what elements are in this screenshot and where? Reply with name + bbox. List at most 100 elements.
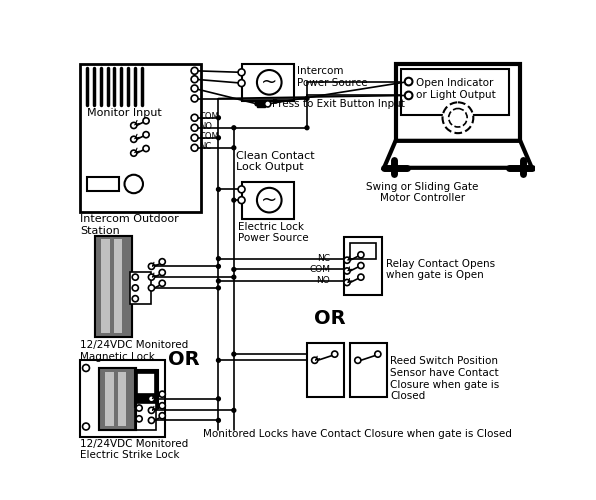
Circle shape: [148, 285, 154, 291]
Bar: [257, 102, 265, 107]
Circle shape: [191, 95, 198, 102]
Circle shape: [358, 252, 364, 258]
Circle shape: [191, 85, 198, 92]
Circle shape: [159, 412, 165, 419]
Circle shape: [125, 174, 143, 193]
Circle shape: [132, 274, 138, 280]
Circle shape: [216, 418, 221, 422]
Circle shape: [136, 416, 142, 422]
Circle shape: [191, 124, 198, 131]
Circle shape: [159, 402, 165, 409]
Bar: [99, 368, 136, 430]
Circle shape: [344, 268, 350, 274]
Text: NO: NO: [316, 276, 330, 285]
Circle shape: [216, 264, 221, 268]
Circle shape: [232, 126, 236, 130]
Circle shape: [232, 408, 236, 412]
Bar: [241, 64, 294, 101]
Circle shape: [148, 396, 154, 402]
Bar: [101, 240, 110, 334]
Circle shape: [148, 274, 154, 280]
Circle shape: [331, 351, 338, 357]
Bar: [99, 368, 136, 430]
Circle shape: [191, 114, 198, 121]
Circle shape: [143, 146, 149, 152]
Bar: [105, 372, 114, 426]
Circle shape: [143, 118, 149, 124]
Circle shape: [131, 136, 137, 142]
Text: COM: COM: [309, 265, 330, 274]
Circle shape: [232, 268, 236, 272]
Circle shape: [191, 76, 198, 82]
Text: Press to Exit Button Input: Press to Exit Button Input: [272, 99, 405, 109]
Bar: [87, 177, 119, 191]
Circle shape: [216, 358, 221, 362]
Text: Clean Contact
Lock Output: Clean Contact Lock Output: [236, 151, 315, 172]
Polygon shape: [384, 141, 532, 168]
Text: OR: OR: [168, 350, 200, 368]
Circle shape: [405, 92, 412, 100]
Circle shape: [358, 262, 364, 268]
Circle shape: [131, 150, 137, 156]
Circle shape: [132, 285, 138, 291]
Circle shape: [216, 279, 221, 283]
Circle shape: [216, 397, 221, 400]
Circle shape: [136, 405, 142, 411]
Circle shape: [216, 136, 221, 140]
Bar: [350, 244, 376, 258]
Bar: [135, 370, 157, 408]
Circle shape: [232, 352, 236, 356]
Bar: [114, 240, 122, 334]
Circle shape: [238, 186, 245, 193]
Circle shape: [148, 408, 154, 414]
Circle shape: [238, 80, 245, 86]
Circle shape: [148, 418, 154, 424]
Circle shape: [216, 188, 221, 192]
Text: OR: OR: [314, 309, 346, 328]
Circle shape: [238, 69, 245, 76]
Text: Monitored Locks have Contact Closure when gate is Closed: Monitored Locks have Contact Closure whe…: [203, 429, 512, 439]
Circle shape: [232, 146, 236, 150]
Bar: [135, 402, 156, 429]
Circle shape: [159, 280, 165, 286]
Circle shape: [265, 101, 271, 107]
Text: NO: NO: [199, 122, 212, 130]
Circle shape: [257, 188, 281, 212]
Text: COM: COM: [199, 112, 219, 120]
Bar: [307, 344, 344, 398]
Text: Monitor Input: Monitor Input: [87, 108, 162, 118]
Circle shape: [344, 280, 350, 285]
Circle shape: [191, 68, 198, 74]
Circle shape: [143, 132, 149, 138]
Circle shape: [131, 122, 137, 128]
Circle shape: [82, 423, 89, 430]
Text: ~: ~: [261, 190, 278, 210]
Text: COM: COM: [199, 132, 219, 140]
Bar: [130, 272, 151, 304]
Circle shape: [216, 256, 221, 260]
Bar: [137, 372, 156, 394]
Circle shape: [191, 134, 198, 141]
Circle shape: [358, 274, 364, 280]
Circle shape: [355, 357, 361, 364]
Circle shape: [148, 264, 154, 270]
Text: Reed Switch Position
Sensor have Contact
Closure when gate is
Closed: Reed Switch Position Sensor have Contact…: [390, 356, 499, 401]
Circle shape: [238, 196, 245, 203]
Circle shape: [442, 102, 473, 133]
Circle shape: [312, 357, 318, 364]
Text: 12/24VDC Monitored
Electric Strike Lock: 12/24VDC Monitored Electric Strike Lock: [80, 439, 188, 460]
Text: Relay Contact Opens
when gate is Open: Relay Contact Opens when gate is Open: [386, 258, 495, 280]
Circle shape: [344, 257, 350, 264]
Bar: [350, 344, 387, 398]
Circle shape: [305, 126, 309, 130]
Text: Intercom Outdoor
Station: Intercom Outdoor Station: [80, 214, 179, 236]
Circle shape: [255, 102, 259, 106]
Text: 12/24VDC Monitored
Magnetic Lock: 12/24VDC Monitored Magnetic Lock: [80, 340, 188, 362]
Circle shape: [216, 286, 221, 290]
Circle shape: [159, 391, 165, 398]
Text: ~: ~: [261, 73, 278, 92]
Circle shape: [159, 270, 165, 276]
Circle shape: [305, 96, 309, 100]
Circle shape: [132, 296, 138, 302]
Bar: [396, 64, 520, 141]
